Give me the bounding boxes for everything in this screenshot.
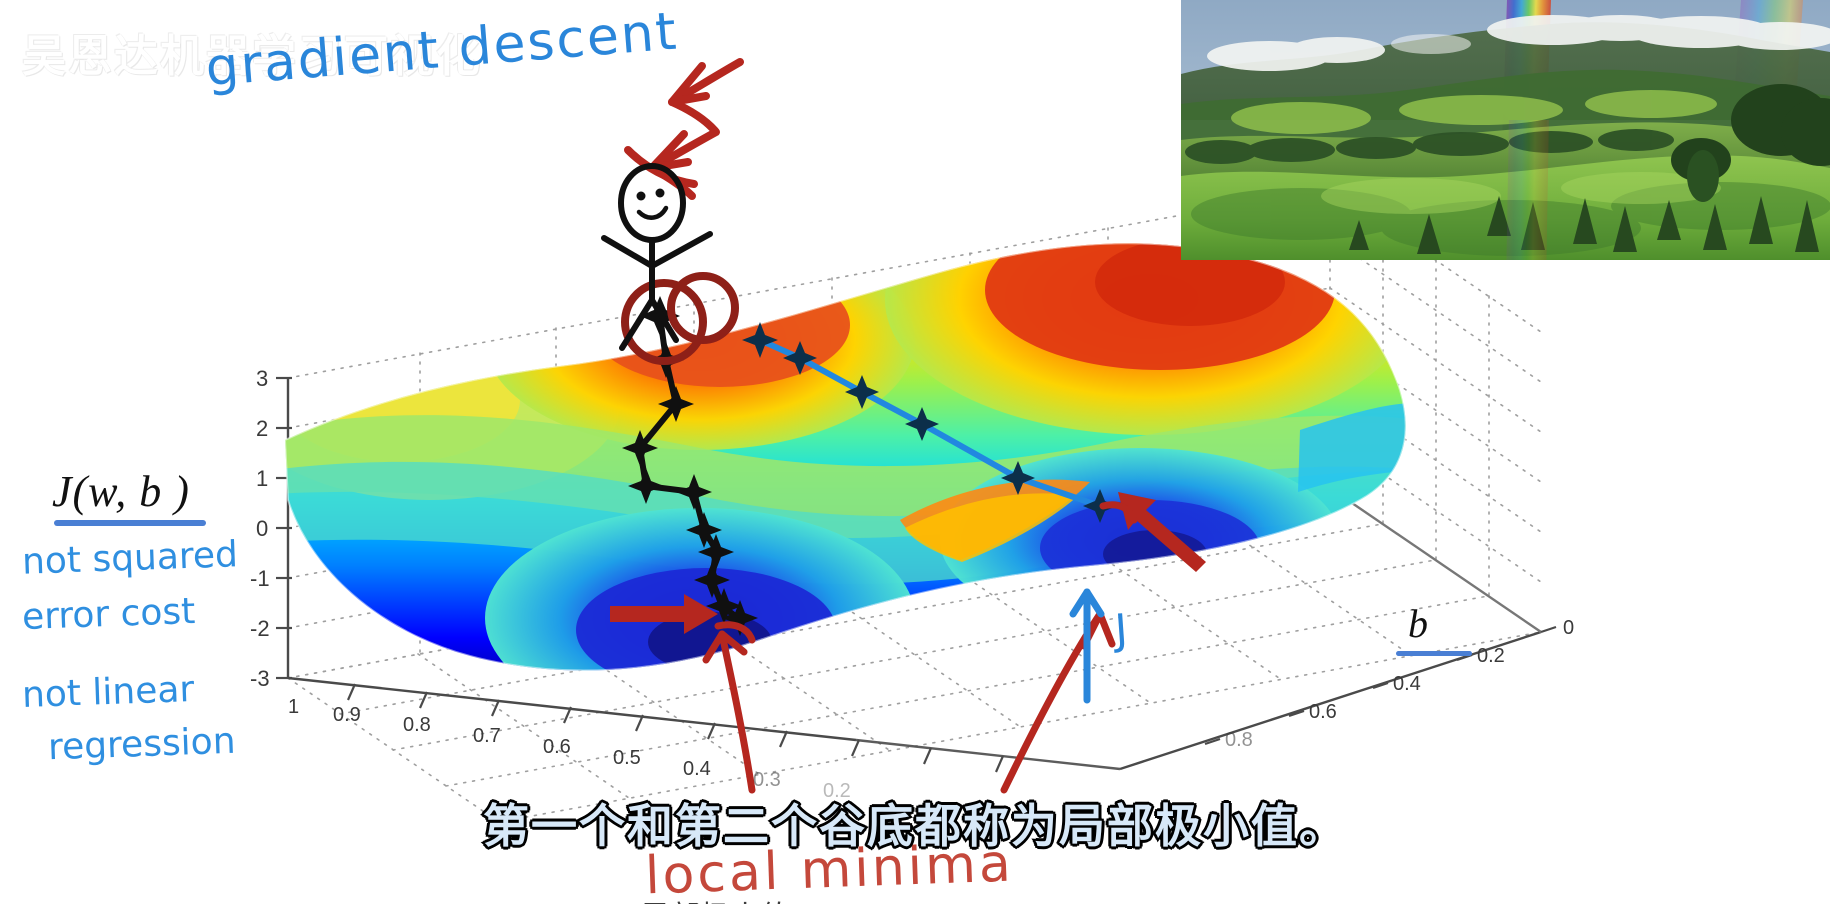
b-tick-02: 0.2 <box>1477 645 1505 667</box>
axis-label-b-underline <box>1396 651 1472 656</box>
stick-figure-face <box>636 188 665 201</box>
z-tick-1: 1 <box>256 466 269 491</box>
cost-function-label: J(w, b ) <box>52 467 190 516</box>
rainbow-landscape-inset <box>1181 0 1830 260</box>
b-tick-06: 0.6 <box>1309 701 1337 723</box>
z-tick-neg3: -3 <box>250 666 270 691</box>
z-tick-2: 2 <box>256 416 269 441</box>
w-tick-05: 0.5 <box>613 747 641 769</box>
subtitle-text: 第一个和第二个谷底都称为局部极小值。 <box>481 797 1347 855</box>
annotation-regression: regression <box>47 720 237 769</box>
local-minimum-arrow-left <box>610 594 718 634</box>
annotation-error-cost: error cost <box>21 590 196 639</box>
w-tick-06: 0.6 <box>543 736 571 758</box>
squiggle-arrow-top <box>624 58 744 200</box>
b-tick-08: 0.8 <box>1225 729 1253 751</box>
w-tick-02: 0.2 <box>823 780 851 802</box>
watermark-text: 吴恩达机器学习可视化 <box>22 32 482 81</box>
stick-figure-person <box>601 163 713 351</box>
j-axis-arrow <box>1069 588 1105 704</box>
z-tick-neg2: -2 <box>250 616 270 641</box>
w-tick-03: 0.3 <box>753 769 781 791</box>
w-tick-04: 0.4 <box>683 758 711 780</box>
w-tick-1: 1 <box>288 696 300 718</box>
annotation-not-linear: not linear <box>21 669 195 716</box>
z-tick-3: 3 <box>256 366 269 391</box>
stick-figure-smile <box>636 205 669 220</box>
w-tick-08: 0.8 <box>403 714 431 736</box>
axis-label-b: b <box>1408 601 1428 646</box>
cost-function-underline <box>54 520 206 526</box>
local-minimum-arrow-right <box>1118 492 1206 572</box>
b-tick-0: 0 <box>1563 617 1575 639</box>
subtitle-caption: 第一个和第二个谷底都称为局部极小值。 <box>0 790 1830 856</box>
annotation-local-minima-cn: 局部极小值 <box>640 892 790 904</box>
b-tick-04: 0.4 <box>1393 673 1421 695</box>
annotation-not-squared: not squared <box>21 534 239 583</box>
start-point-circles <box>621 272 739 365</box>
z-tick-0: 0 <box>256 516 269 541</box>
local-minimum-arrow-left-curve <box>702 621 756 794</box>
w-tick-07: 0.7 <box>473 725 501 747</box>
z-tick-neg1: -1 <box>250 566 270 591</box>
w-tick-09: 0.9 <box>333 704 361 726</box>
